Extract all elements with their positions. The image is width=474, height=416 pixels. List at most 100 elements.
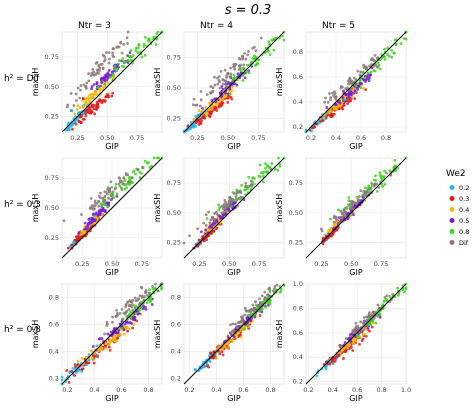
scatter-point: [210, 223, 214, 227]
scatter-point: [131, 326, 134, 330]
scatter-point: [106, 205, 109, 209]
identity-line: [305, 157, 407, 259]
series-Dif: [191, 36, 263, 108]
data-point: [266, 293, 270, 297]
scatter-point: [234, 322, 237, 326]
y-tick-label: 0.6: [293, 329, 303, 337]
identity-line: [183, 31, 285, 133]
x-tick-label: 0.4: [328, 386, 338, 394]
data-point: [76, 368, 80, 373]
scatter-point: [111, 315, 114, 319]
scatter-point: [255, 303, 258, 307]
scatter-point: [339, 85, 343, 88]
x-tick-label: 0.6: [356, 134, 366, 142]
data-point: [253, 57, 257, 61]
data-point: [125, 320, 129, 324]
scatter-point: [196, 119, 199, 123]
scatter-point: [366, 326, 370, 330]
scatter-point: [69, 92, 73, 95]
scatter-point: [330, 109, 333, 113]
data-point: [334, 95, 338, 99]
scatter-point: [333, 359, 337, 363]
scatter-point: [127, 308, 131, 311]
y-tick-label: 0.50: [167, 209, 181, 217]
scatter-point: [217, 78, 221, 82]
scatter-point: [76, 359, 80, 363]
scatter-point: [186, 124, 190, 127]
scatter-point: [259, 301, 262, 304]
scatter-point: [242, 320, 246, 324]
scatter-point: [138, 302, 141, 306]
data-point: [144, 290, 148, 294]
identity-line: [61, 283, 163, 385]
scatter-point: [182, 241, 186, 245]
scatter-point: [118, 312, 122, 315]
scatter-point: [346, 346, 350, 349]
y-axis-label: maxSH: [31, 68, 40, 97]
scatter-point: [359, 320, 362, 324]
scatter-point: [108, 57, 111, 61]
scatter-point: [74, 92, 78, 96]
data-point: [79, 120, 83, 125]
scatter-point: [239, 196, 242, 200]
scatter-point: [60, 378, 64, 382]
scatter-point: [242, 63, 246, 67]
scatter-point: [365, 315, 368, 319]
scatter-point: [80, 357, 84, 360]
scatter-point: [253, 176, 256, 180]
scatter-point: [219, 95, 223, 99]
scatter-point: [99, 77, 103, 81]
scatter-point: [374, 321, 378, 325]
scatter-point: [329, 98, 332, 102]
scatter-point: [77, 230, 81, 234]
scatter-point: [230, 340, 234, 344]
scatter-point: [367, 79, 371, 83]
scatter-point: [218, 86, 222, 90]
scatter-point: [109, 180, 113, 184]
scatter-point: [251, 47, 254, 50]
scatter-point: [238, 67, 242, 71]
scatter-point: [228, 196, 232, 200]
scatter-point: [383, 169, 387, 173]
y-tick-label: 0.8: [171, 294, 181, 302]
scatter-point: [98, 66, 102, 70]
x-tick-label: 0.2: [184, 386, 194, 394]
scatter-point: [241, 57, 245, 61]
data-point: [125, 325, 129, 329]
scatter-point: [124, 305, 128, 309]
scatter-point: [120, 327, 123, 330]
scatter-point: [128, 51, 132, 54]
x-tick-label: 0.50: [222, 260, 236, 268]
scatter-point: [83, 227, 87, 231]
scatter-point: [247, 71, 251, 75]
scatter-point: [343, 98, 346, 102]
scatter-point: [344, 206, 347, 210]
scatter-point: [115, 67, 119, 71]
scatter-point: [217, 203, 220, 207]
scatter-point: [147, 291, 151, 295]
x-tick-label: 0.50: [344, 260, 358, 268]
scatter-point: [142, 42, 146, 46]
scatter-point: [328, 92, 331, 95]
scatter-point: [115, 339, 118, 343]
data-point: [212, 355, 216, 359]
y-tick-label: 0.25: [167, 239, 181, 247]
scatter-point: [89, 197, 93, 200]
scatter-point: [81, 99, 85, 103]
data-point: [344, 92, 348, 97]
scatter-point: [96, 355, 99, 359]
scatter-point: [120, 59, 123, 63]
scatter-point: [67, 381, 71, 384]
scatter-point: [362, 316, 366, 319]
scatter-point: [244, 181, 248, 185]
scatter-point: [404, 37, 408, 41]
scatter-point: [91, 68, 95, 71]
scatter-point: [328, 362, 332, 366]
scatter-point: [93, 199, 97, 203]
scatter-point: [204, 105, 208, 109]
scatter-point: [383, 55, 386, 59]
scatter-point: [383, 58, 387, 61]
scatter-point: [339, 345, 343, 349]
scatter-point: [107, 69, 111, 72]
scatter-point: [152, 156, 156, 160]
